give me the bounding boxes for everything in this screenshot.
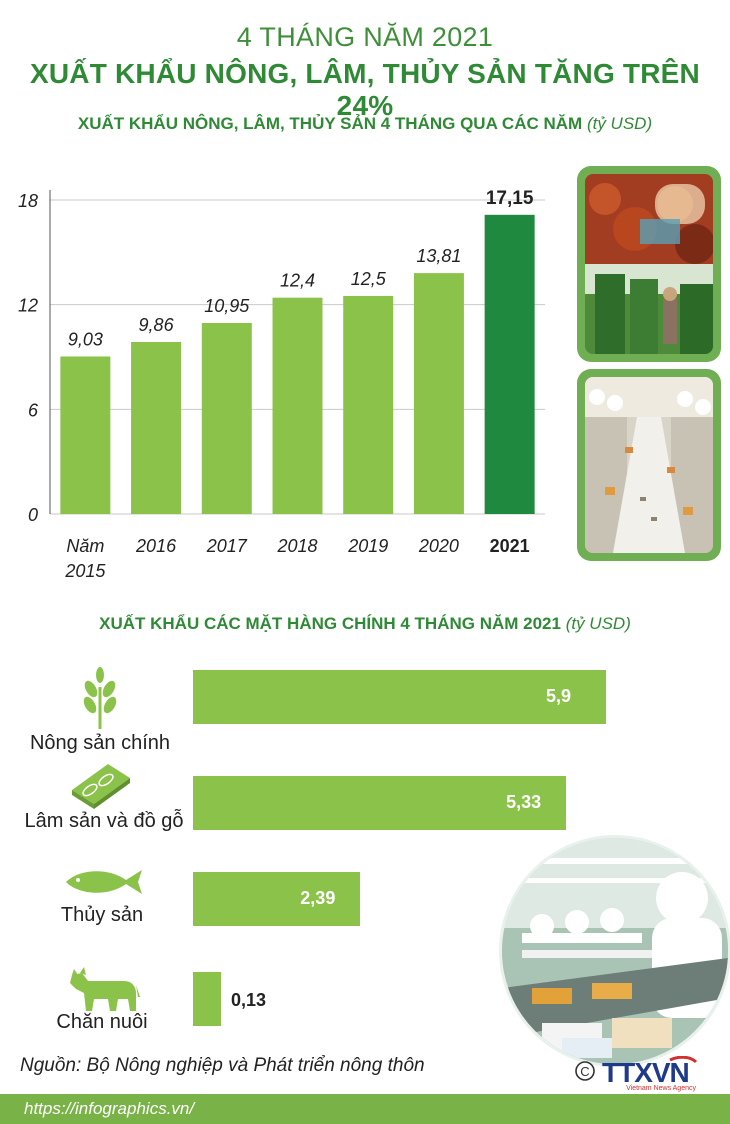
bar — [60, 356, 111, 514]
wood-plank-icon — [72, 764, 130, 809]
bar — [343, 295, 394, 514]
bar-chart-title-text: XUẤT KHẨU NÔNG, LÂM, THỦY SẢN 4 THÁNG QU… — [77, 114, 583, 133]
agriculture-photo — [585, 174, 713, 354]
yearly-export-bar-chart: 0 6 12 18 9,03 Năm 2015 9,86 2016 10,95 2017 12,4 20… — [18, 188, 545, 581]
title-line-1: 4 THÁNG NĂM 2021 — [236, 22, 494, 52]
x-category-label: 2020 — [418, 536, 459, 556]
bar-chart-title: XUẤT KHẨU NÔNG, LÂM, THỦY SẢN 4 THÁNG QU… — [0, 114, 730, 134]
bar-value-label: 17,15 — [486, 188, 534, 209]
bar — [413, 273, 464, 514]
commodity-value-label: 5,33 — [506, 792, 542, 812]
svg-text:TTXVN: TTXVN — [602, 1057, 689, 1088]
bar — [484, 214, 535, 515]
photo-frame-seafood — [577, 369, 721, 561]
wheat-icon — [83, 667, 117, 729]
commodity-label: Nông sản chính — [29, 732, 171, 754]
x-category-label: 2016 — [135, 536, 177, 556]
commodity-chart-title-text: XUẤT KHẨU CÁC MẶT HÀNG CHÍNH 4 THÁNG NĂM… — [99, 614, 561, 633]
bar — [201, 322, 252, 514]
commodity-value-label: 0,13 — [231, 990, 267, 1010]
bar-value-label: 12,4 — [280, 271, 315, 291]
cow-icon — [70, 967, 140, 1011]
commodity-value-label: 5,9 — [546, 686, 572, 706]
footer-bar — [0, 1094, 730, 1124]
footer-url[interactable]: https://infographics.vn/ — [24, 1099, 195, 1118]
y-tick-label: 0 — [28, 505, 38, 525]
ttxvn-logo: C TTXVN Vietnam News Agency — [574, 1055, 724, 1092]
factory-workers-photo — [499, 835, 730, 1067]
svg-text:C: C — [580, 1064, 589, 1079]
commodity-label: Chăn nuôi — [56, 1011, 148, 1033]
bar-value-label: 10,95 — [204, 296, 250, 316]
source-note: Nguồn: Bộ Nông nghiệp và Phát triển nông… — [20, 1055, 425, 1076]
bar-value-label: 12,5 — [351, 269, 387, 289]
x-category-label: 2018 — [276, 536, 317, 556]
y-tick-label: 12 — [18, 296, 38, 316]
commodity-bar — [193, 670, 606, 724]
bar — [131, 341, 182, 514]
commodity-chart-title: XUẤT KHẨU CÁC MẶT HÀNG CHÍNH 4 THÁNG NĂM… — [0, 614, 730, 634]
bar-value-label: 13,81 — [416, 246, 461, 266]
commodity-label: Thủy sản — [60, 904, 144, 926]
svg-text:Vietnam News Agency: Vietnam News Agency — [626, 1085, 696, 1092]
commodity-bar — [193, 776, 567, 830]
bar-value-label: 9,86 — [139, 315, 175, 335]
bar-value-label: 9,03 — [68, 329, 103, 349]
bar — [272, 297, 323, 514]
photo-frame-agriculture — [577, 166, 721, 362]
commodity-bar — [193, 872, 361, 926]
x-category-label: Năm — [66, 536, 104, 556]
commodity-value-label: 2,39 — [300, 888, 336, 908]
commodity-bar — [193, 972, 221, 1026]
title-line-2: XUẤT KHẨU NÔNG, LÂM, THỦY SẢN TĂNG TRÊN … — [30, 58, 700, 121]
seafood-processing-photo — [585, 377, 713, 553]
x-category-label: 2015 — [64, 561, 106, 581]
commodity-label: Lâm sản và đồ gỗ — [24, 810, 184, 832]
x-category-label: 2019 — [347, 536, 388, 556]
y-tick-label: 18 — [18, 191, 38, 211]
bar-chart-unit: (tỷ USD) — [586, 114, 653, 133]
fish-icon — [66, 870, 142, 894]
x-category-label: 2021 — [490, 536, 530, 556]
x-category-label: 2017 — [206, 536, 248, 556]
commodity-chart-unit: (tỷ USD) — [565, 614, 631, 633]
y-tick-label: 6 — [28, 400, 39, 420]
